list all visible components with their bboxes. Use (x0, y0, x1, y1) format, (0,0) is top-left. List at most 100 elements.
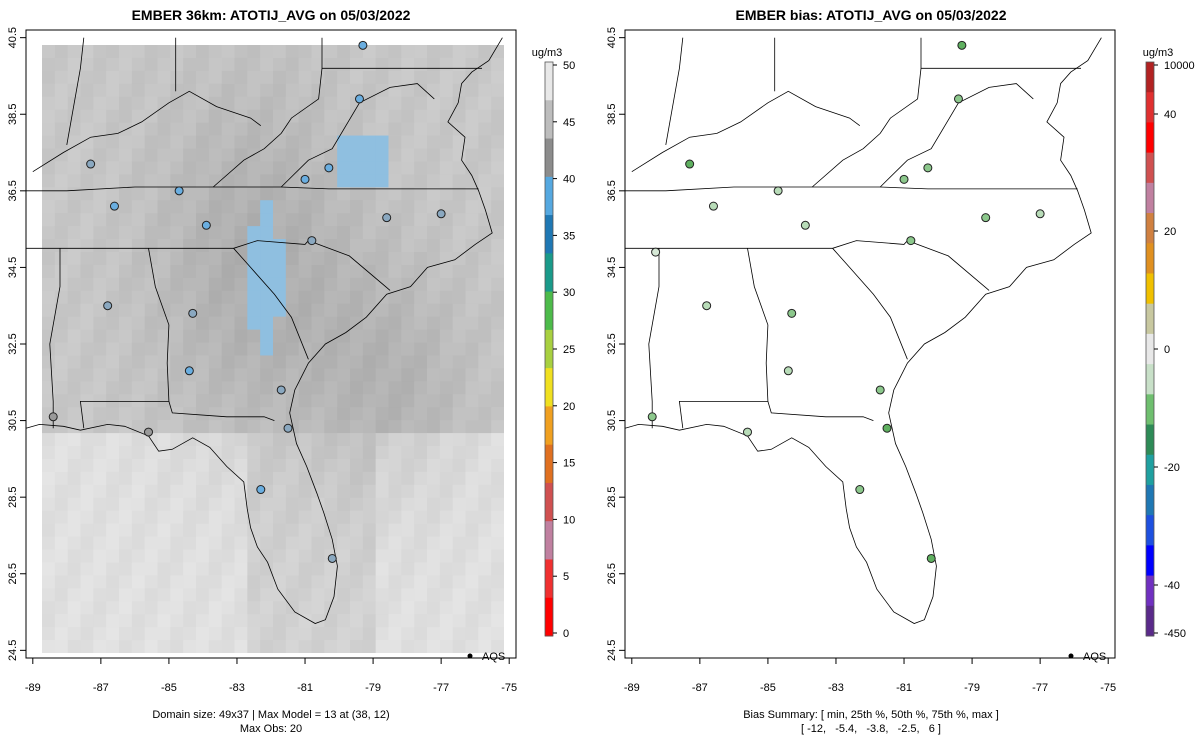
heat-cell (375, 510, 389, 525)
heat-cell (67, 200, 81, 214)
heat-cell (401, 109, 415, 124)
heat-cell (350, 394, 364, 408)
heat-cell (427, 394, 441, 408)
heat-cell (427, 239, 441, 253)
heat-cell (67, 394, 81, 408)
heat-cell (54, 213, 69, 227)
heat-cell (67, 251, 81, 266)
heat-cell (144, 407, 158, 421)
heat-cell (170, 148, 184, 162)
heat-cell (119, 187, 133, 201)
heat-cell (350, 510, 364, 525)
heat-cell (119, 213, 133, 227)
x-tick-label: -81 (297, 682, 313, 694)
heat-cell (478, 536, 492, 550)
heat-cell (144, 45, 158, 59)
heat-cell (311, 45, 325, 59)
heat-cell (54, 484, 69, 499)
heat-cell (350, 458, 364, 473)
heat-cell (273, 329, 287, 343)
heat-cell (298, 575, 312, 589)
heat-cell (221, 627, 235, 641)
heat-cell (260, 57, 274, 72)
right-legend-label: AQS (1083, 651, 1106, 663)
heat-cell (196, 251, 210, 266)
heat-cell (491, 200, 505, 214)
heat-cell (311, 601, 325, 615)
heat-cell (234, 355, 248, 369)
heat-cell (208, 523, 223, 537)
heat-cell (54, 458, 69, 473)
heat-cell (298, 627, 312, 641)
heat-cell (144, 57, 158, 72)
heat-cell (131, 264, 146, 279)
heat-cell (375, 575, 389, 589)
heat-cell (388, 45, 402, 59)
colorbar-segment (1146, 303, 1154, 335)
heat-cell (67, 277, 81, 292)
heat-cell (337, 109, 351, 124)
heat-cell (375, 627, 389, 641)
heat-cell (273, 303, 287, 318)
heat-cell (131, 329, 146, 343)
heat-cell (208, 458, 223, 473)
heat-cell (67, 303, 81, 318)
heat-cell (54, 200, 69, 214)
heat-cell (54, 109, 69, 124)
heat-cell (106, 70, 120, 85)
heat-cell (452, 109, 466, 124)
heat-cell (196, 122, 210, 136)
heat-cell (54, 394, 69, 408)
heat-cell (375, 394, 389, 408)
heat-cell (221, 355, 235, 369)
heat-cell (119, 174, 133, 188)
heat-cell (375, 368, 389, 382)
heat-cell (247, 83, 261, 98)
heat-cell (375, 484, 389, 499)
heat-cell (324, 562, 338, 576)
heat-cell (144, 381, 158, 395)
heat-cell (234, 381, 248, 395)
heat-cell (234, 601, 248, 615)
heat-cell (491, 316, 505, 330)
heat-cell (260, 174, 274, 188)
heat-cell (401, 45, 415, 59)
heat-cell (247, 407, 261, 421)
heat-cell (362, 368, 377, 382)
heat-cell (170, 601, 184, 615)
heat-cell (170, 407, 184, 421)
colorbar-tick-label: 10000 (1164, 60, 1195, 72)
heat-cell (350, 342, 364, 356)
heat-cell (298, 640, 312, 654)
heat-cell (491, 239, 505, 253)
heat-cell (311, 161, 325, 175)
heat-cell (298, 536, 312, 550)
heat-cell (183, 251, 197, 266)
heat-cell (478, 484, 492, 499)
heat-cell (247, 523, 261, 537)
heat-cell (465, 381, 479, 395)
heat-cell (285, 277, 300, 292)
heat-cell (414, 213, 428, 227)
heat-cell (144, 303, 158, 318)
heat-cell (452, 213, 466, 227)
heat-cell (93, 394, 107, 408)
heat-cell (106, 135, 120, 149)
heat-cell (311, 368, 325, 382)
heat-cell (465, 549, 479, 563)
heat-cell (234, 70, 248, 85)
heat-cell (131, 458, 146, 473)
heat-cell (208, 433, 223, 447)
heat-cell (54, 303, 69, 318)
heat-cell (221, 342, 235, 356)
heat-cell (196, 316, 210, 330)
heat-cell (221, 251, 235, 266)
heat-cell (491, 407, 505, 421)
heat-cell (183, 135, 197, 149)
plot-margin (504, 30, 516, 658)
heat-cell (439, 536, 454, 550)
heat-cell (208, 355, 223, 369)
heat-cell (157, 562, 171, 576)
heat-cell (324, 484, 338, 499)
